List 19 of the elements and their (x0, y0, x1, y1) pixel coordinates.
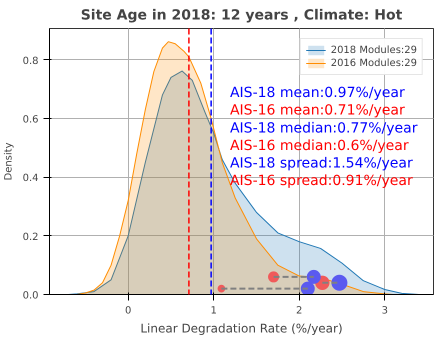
annotation: AIS-16 median:0.6%/year (230, 138, 409, 154)
x-tick-label: 1 (210, 306, 217, 316)
annotation: AIS-16 mean:0.71%/year (230, 102, 405, 119)
x-tick-label: 0 (125, 306, 132, 316)
y-tick-label: 0.2 (22, 232, 39, 243)
y-tick-label: 0.6 (22, 114, 39, 126)
y-tick-label: 0.8 (22, 56, 39, 67)
annotation: AIS-18 mean:0.97%/year (230, 85, 405, 102)
y-tick-label: 0.0 (22, 290, 39, 302)
legend-label: 2018 Modules:29 (330, 44, 417, 56)
y-axis-title: Density (4, 142, 15, 181)
x-axis-title: Linear Degradation Rate (%/year) (140, 322, 343, 336)
y-tick-label: 0.4 (22, 173, 39, 184)
legend-label: 2016 Modules:29 (330, 58, 417, 68)
annotation: AIS-18 median:0.77%/year (230, 120, 418, 136)
x-tick-label: 2 (296, 306, 302, 316)
chart-title: Site Age in 2018: 12 years , Climate: Hot (80, 8, 403, 24)
x-tick-label: 3 (382, 306, 388, 316)
annotation: AIS-18 spread:1.54%/year (230, 155, 413, 172)
